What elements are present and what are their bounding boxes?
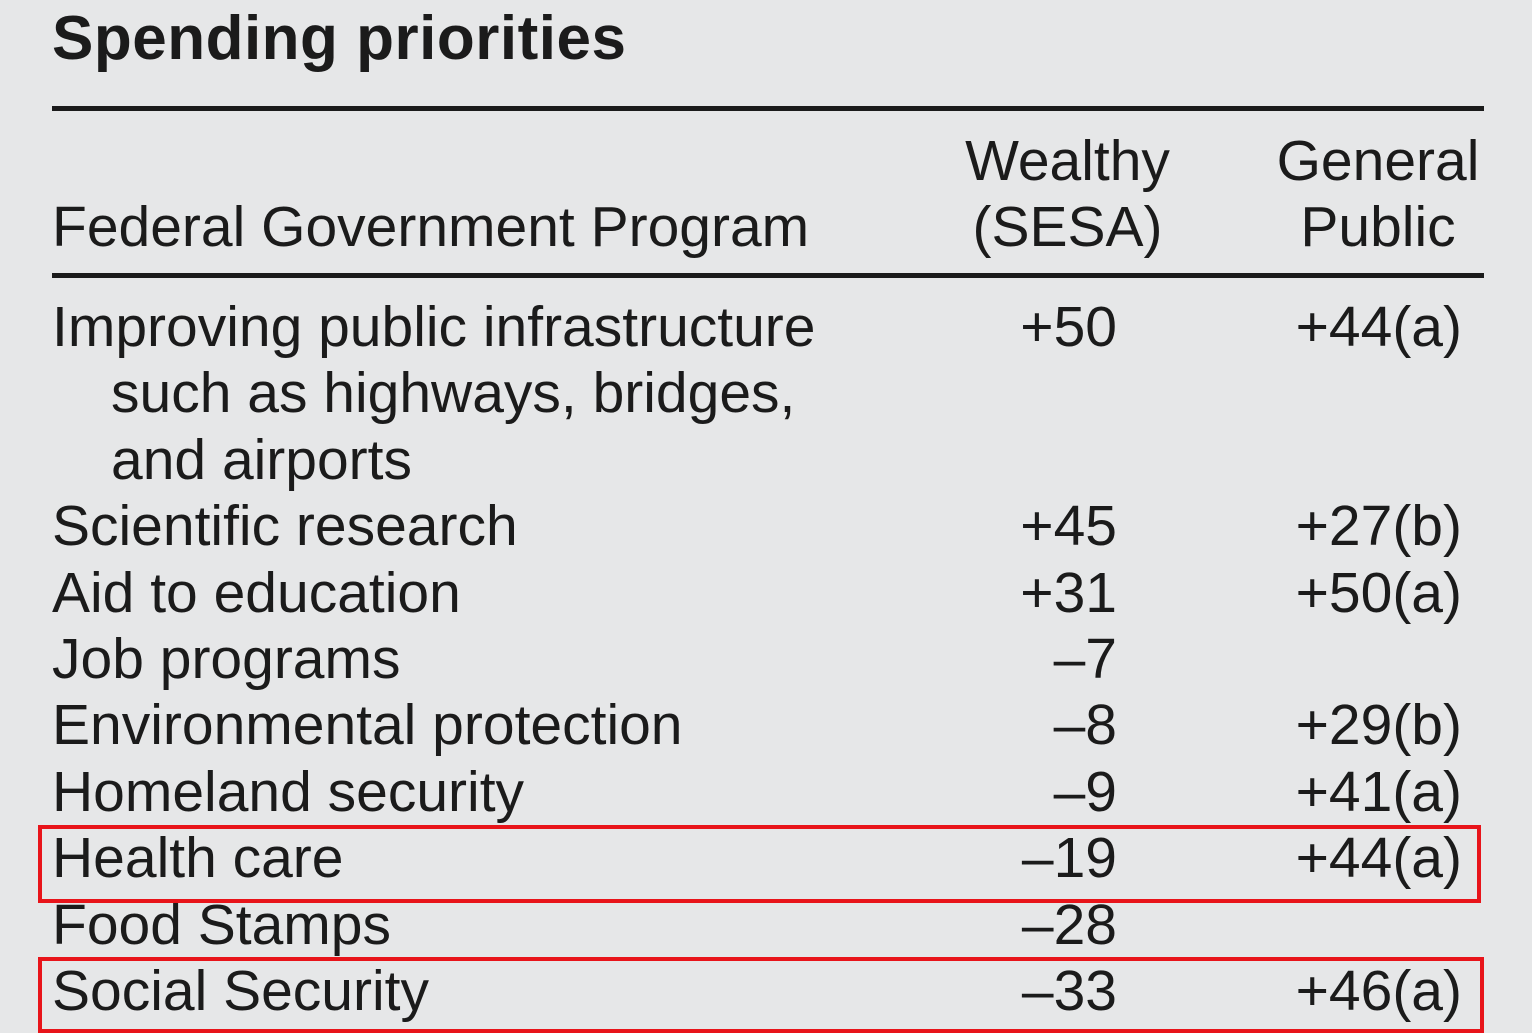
public-value: +44(a) bbox=[1295, 826, 1462, 891]
program-name: Environmental protection bbox=[52, 693, 683, 758]
public-value: +46(a) bbox=[1295, 959, 1462, 1024]
program-name-line: such as highways, bridges, bbox=[111, 361, 796, 426]
wealthy-value: –9 bbox=[1053, 759, 1117, 824]
public-value: +50(a) bbox=[1295, 560, 1462, 625]
table-row: Homeland security –9 +41(a) bbox=[0, 759, 1532, 825]
table-row: Health care –19 +44(a) bbox=[0, 825, 1532, 891]
public-value: +27(b) bbox=[1295, 494, 1462, 559]
wealthy-value: –7 bbox=[1053, 627, 1117, 692]
table-row: Improving public infrastructure such as … bbox=[0, 294, 1532, 493]
program-name: Health care bbox=[52, 826, 344, 891]
wealthy-value: +50 bbox=[1020, 295, 1117, 359]
wealthy-value: –28 bbox=[1021, 892, 1117, 957]
highlight-box-social-security bbox=[38, 957, 1484, 1033]
top-rule bbox=[52, 106, 1484, 111]
program-name: Food Stamps bbox=[52, 892, 391, 957]
highlight-box-health-care bbox=[38, 825, 1481, 903]
header-program: Federal Government Program bbox=[52, 195, 810, 259]
program-name: Job programs bbox=[52, 627, 401, 692]
table-row: Job programs –7 bbox=[0, 626, 1532, 692]
public-value: +44(a) bbox=[1295, 295, 1462, 359]
program-name: Improving public infrastructure such as … bbox=[52, 294, 902, 493]
table-body: Improving public infrastructure such as … bbox=[0, 294, 1532, 1024]
program-name-line: and airports bbox=[111, 427, 413, 492]
program-name: Homeland security bbox=[52, 759, 525, 824]
wealthy-value: –33 bbox=[1021, 959, 1117, 1024]
header-rule bbox=[52, 273, 1484, 278]
wealthy-value: +45 bbox=[1020, 494, 1117, 559]
table-row: Aid to education +31 +50(a) bbox=[0, 560, 1532, 626]
public-value: +29(b) bbox=[1295, 693, 1462, 758]
header-public-line2: Public bbox=[1300, 195, 1456, 259]
public-value: +41(a) bbox=[1295, 759, 1462, 824]
header-public-line1: General bbox=[1276, 129, 1480, 193]
table-row: Scientific research +45 +27(b) bbox=[0, 493, 1532, 559]
header-wealthy-line1: Wealthy bbox=[965, 129, 1170, 193]
table-title: Spending priorities bbox=[52, 4, 627, 73]
table-row: Environmental protection –8 +29(b) bbox=[0, 692, 1532, 758]
table-row: Food Stamps –28 bbox=[0, 892, 1532, 958]
wealthy-value: –8 bbox=[1053, 693, 1117, 758]
wealthy-value: –19 bbox=[1021, 826, 1117, 891]
program-name: Aid to education bbox=[52, 560, 461, 625]
table-row: Social Security –33 +46(a) bbox=[0, 958, 1532, 1024]
program-name: Scientific research bbox=[52, 494, 518, 559]
program-name: Social Security bbox=[52, 959, 429, 1024]
header-wealthy: Wealthy (SESA) bbox=[940, 128, 1195, 260]
program-name-line: Improving public infrastructure bbox=[52, 295, 816, 359]
header-wealthy-line2: (SESA) bbox=[972, 195, 1163, 259]
wealthy-value: +31 bbox=[1020, 560, 1117, 625]
header-public: General Public bbox=[1258, 128, 1498, 260]
